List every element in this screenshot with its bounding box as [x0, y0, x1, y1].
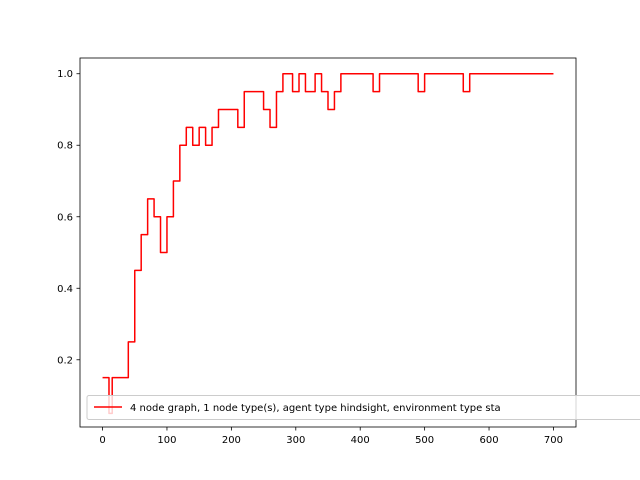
y-tick-label: 0.4: [57, 284, 73, 295]
legend: 4 node graph, 1 node type(s), agent type…: [86, 395, 640, 420]
legend-label: 4 node graph, 1 node type(s), agent type…: [130, 403, 501, 414]
series-layer: [102, 72, 554, 415]
x-axis-ticks: 0 100 200 300 400 500 600 700: [99, 427, 563, 446]
y-axis-ticks: 0.2 0.4 0.6 0.8 1.0: [57, 69, 80, 366]
x-tick-label: 300: [286, 435, 305, 446]
plot-area: [80, 58, 576, 427]
y-tick-label: 0.8: [57, 141, 73, 152]
y-tick-label: 1.0: [57, 69, 73, 80]
x-tick-label: 100: [157, 435, 176, 446]
x-tick-label: 600: [479, 435, 498, 446]
x-tick-label: 500: [415, 435, 434, 446]
x-tick-label: 700: [544, 435, 563, 446]
y-tick-label: 0.2: [57, 355, 73, 366]
y-tick-label: 0.6: [57, 212, 73, 223]
axes-spines: [79, 57, 577, 428]
x-tick-label: 0: [99, 435, 105, 446]
x-tick-label: 400: [351, 435, 370, 446]
series-line-0: [102, 72, 554, 415]
axes-frame: [79, 57, 577, 428]
legend-box: [86, 395, 640, 420]
x-tick-label: 200: [222, 435, 241, 446]
